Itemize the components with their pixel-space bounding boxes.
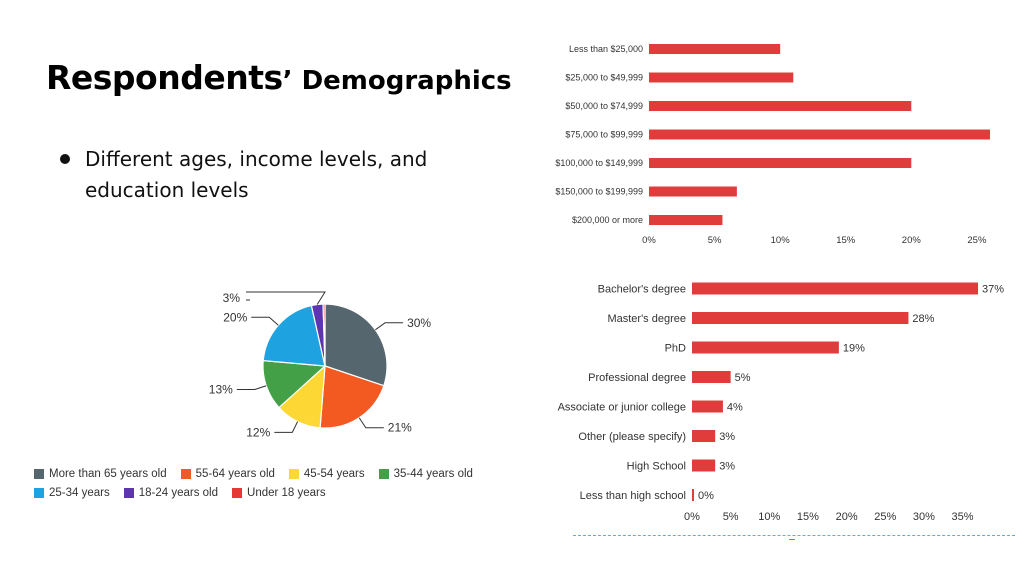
education-data-label: 4% (727, 402, 743, 414)
income-bar (649, 129, 990, 140)
pie-legend-item: 18-24 years old (123, 487, 219, 499)
legend-swatch-icon (123, 488, 134, 498)
education-bar (692, 459, 716, 472)
bullet-dot-icon (60, 154, 70, 164)
income-category-label: $75,000 to $99,999 (565, 130, 643, 140)
pie-leader-line (251, 316, 279, 326)
education-data-label: 5% (735, 372, 751, 384)
education-category-label: Bachelor's degree (598, 284, 686, 296)
pie-data-label: 21% (388, 421, 412, 435)
pie-data-label: 20% (223, 310, 247, 324)
income-category-label: $100,000 to $149,999 (555, 158, 643, 168)
pie-legend-label: Under 18 years (247, 487, 326, 499)
pie-legend-item: 35-44 years old (378, 468, 473, 480)
bullet-item: Different ages, income levels, and educa… (60, 144, 460, 206)
pie-data-label: 30% (407, 316, 431, 330)
education-x-tick-label: 30% (913, 511, 935, 523)
income-bar (649, 72, 794, 83)
pie-legend-label: More than 65 years old (49, 468, 167, 480)
pie-legend-item: 45-54 years (288, 468, 365, 480)
education-category-label: Professional degree (588, 372, 686, 384)
pie-legend-label: 45-54 years (303, 468, 365, 480)
income-bar (649, 101, 912, 111)
education-data-label: 28% (912, 313, 934, 325)
separator-tick (789, 539, 795, 540)
education-bar (692, 282, 978, 295)
pie-legend-label: 35-44 years old (393, 468, 473, 480)
education-x-tick-label: 5% (723, 511, 739, 523)
legend-swatch-icon (378, 469, 389, 479)
income-category-label: $50,000 to $74,999 (565, 101, 643, 111)
pie-data-label: 12% (246, 425, 270, 439)
income-bar (649, 158, 912, 168)
education-category-label: Less than high school (580, 490, 686, 502)
education-bar (692, 400, 723, 413)
pie-leader-line (375, 322, 404, 331)
education-bar (692, 489, 694, 501)
education-x-tick-label: 20% (836, 511, 858, 523)
education-x-tick-label: 35% (952, 511, 974, 523)
pie-slice (319, 365, 385, 429)
separator-line (573, 535, 1015, 536)
income-category-label: $150,000 to $199,999 (555, 187, 643, 197)
education-bar (692, 312, 909, 324)
pie-leader-line (236, 385, 267, 391)
education-data-label: 0% (698, 490, 714, 502)
pie-leader-line (358, 417, 384, 429)
pie-data-label: 3% (223, 291, 241, 305)
pie-legend-label: 55-64 years old (195, 468, 275, 480)
bullet-text: Different ages, income levels, and educa… (85, 147, 428, 202)
legend-swatch-icon (232, 488, 243, 498)
legend-swatch-icon (34, 488, 44, 498)
legend-swatch-icon (34, 469, 44, 479)
pie-legend-item: 25-34 years (34, 487, 110, 499)
pie-slice (324, 303, 388, 387)
education-bar (692, 430, 716, 442)
education-category-label: Other (please specify) (578, 431, 686, 443)
education-data-label: 37% (982, 284, 1004, 296)
income-bar (649, 44, 781, 54)
legend-swatch-icon (180, 469, 191, 479)
pie-legend-label: 25-34 years (49, 487, 110, 499)
income-x-tick-label: 0% (642, 235, 656, 246)
slide-title-main: Respondents (46, 58, 283, 97)
pie-legend-item: 55-64 years old (180, 468, 275, 480)
pie-slice (322, 303, 326, 367)
income-category-label: Less than $25,000 (569, 44, 643, 54)
income-bar (649, 186, 737, 197)
income-x-tick-label: 10% (771, 235, 791, 246)
slide-title-rest: ’ Demographics (282, 66, 512, 96)
income-category-label: $200,000 or more (572, 215, 643, 225)
pie-leader-line (246, 291, 326, 305)
pie-slice (262, 304, 326, 367)
income-x-tick-label: 15% (836, 235, 856, 246)
pie-legend-item: Under 18 years (232, 487, 326, 499)
education-data-label: 3% (719, 431, 735, 443)
education-x-tick-label: 15% (797, 511, 819, 523)
income-x-tick-label: 20% (902, 235, 922, 246)
income-bar (649, 215, 723, 225)
pie-legend-label: 18-24 years old (138, 487, 219, 499)
education-x-tick-label: 10% (758, 511, 780, 523)
education-data-label: 19% (843, 343, 865, 355)
legend-swatch-icon (288, 469, 299, 479)
pie-legend-item: More than 65 years old (34, 468, 167, 480)
education-x-tick-label: 25% (874, 511, 896, 523)
education-category-label: PhD (665, 343, 686, 355)
income-category-label: $25,000 to $49,999 (565, 73, 643, 83)
education-bar (692, 371, 731, 383)
education-x-tick-label: 0% (684, 511, 700, 523)
income-x-tick-label: 25% (967, 235, 987, 246)
pie-legend: More than 65 years old 55-64 years old 45-… (34, 468, 564, 506)
education-category-label: High School (627, 461, 686, 473)
pie-data-label: 13% (209, 383, 233, 397)
pie-leader-line (274, 421, 299, 433)
education-data-label: 3% (719, 461, 735, 473)
slide-title: Respondents’ Demographics (46, 58, 512, 97)
income-x-tick-label: 5% (708, 235, 722, 246)
education-bar (692, 341, 839, 354)
education-category-label: Master's degree (607, 313, 686, 325)
education-category-label: Associate or junior college (558, 402, 686, 414)
